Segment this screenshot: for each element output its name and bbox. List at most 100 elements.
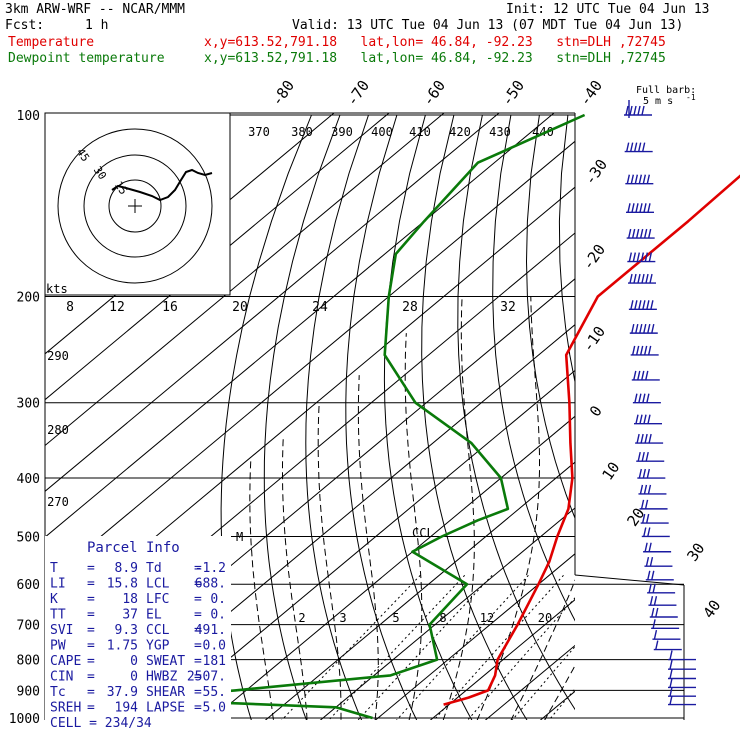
- wind-barb-flag: [640, 499, 645, 510]
- isotherm-line: [429, 599, 575, 720]
- location-dewpoint: x,y=613.52,791.18 lat,lon= 46.84, -92.23…: [204, 51, 666, 66]
- isentrope-label: 280: [47, 423, 69, 437]
- wind-barb-flag: [647, 484, 652, 495]
- wind-barb-flag: [643, 203, 647, 213]
- wind-barb-flag: [635, 323, 639, 334]
- wind-barb-flag: [643, 345, 648, 356]
- pressure-axis: 100 200 300 400 500 600 700 800 900 1000: [9, 109, 40, 727]
- wind-barb-flag: [643, 414, 647, 424]
- wind-barb-flag: [630, 174, 635, 184]
- wind-barb-flag: [647, 414, 651, 424]
- moist-adiabat-line: [442, 296, 475, 720]
- dry-adiabat-line: [653, 115, 740, 731]
- wind-barb-flag: [625, 105, 629, 116]
- pressure-label: 400: [17, 472, 40, 487]
- isotherm-line: [45, 113, 445, 447]
- hodograph-ring: [108, 179, 162, 233]
- parcel-box: [45, 536, 231, 720]
- dry-adiabat-line: [383, 114, 473, 720]
- wind-barb-flag: [641, 142, 646, 152]
- wind-barb-flag: [649, 596, 654, 606]
- moist-adiabats: [249, 296, 575, 720]
- wind-barb-flag: [641, 105, 645, 116]
- parcel-eq: =: [194, 608, 202, 623]
- wind-barb-flag: [647, 203, 651, 213]
- barb-legend-value: 5 m s: [643, 96, 673, 107]
- parcel-value: 9.3: [115, 623, 138, 638]
- wind-barb-flag: [647, 527, 651, 537]
- forecast-label: Fcst:: [5, 18, 45, 33]
- parcel-value: 181: [203, 654, 226, 669]
- parcel-key: LI: [50, 577, 66, 592]
- mixing-ratio-line: [511, 645, 575, 720]
- wind-barb-flag: [643, 228, 648, 239]
- parcel-key: HWBZ: [146, 670, 177, 685]
- isotherm-line: [264, 461, 575, 720]
- forecast-hour: 1 h: [85, 18, 109, 33]
- parcel-eq: =: [194, 577, 202, 592]
- wind-barb-flag: [655, 607, 659, 618]
- wind-barb-flag: [669, 695, 673, 705]
- moist-adiabat-line: [357, 375, 379, 720]
- dry-adiabat-line: [525, 114, 575, 520]
- wind-barb-flag: [641, 370, 645, 381]
- wind-barb-flag: [649, 557, 654, 567]
- parcel-key: SVI: [50, 623, 73, 638]
- pressure-label: 900: [17, 684, 40, 699]
- wind-barb-flag: [637, 142, 642, 152]
- wind-barb-flag: [642, 393, 646, 403]
- wind-barb-flag: [635, 345, 640, 356]
- isotherm-line: [45, 113, 555, 538]
- barb-legend-exponent: -1: [686, 93, 696, 102]
- wind-barb-flag: [631, 345, 636, 356]
- parcel-key: CAPE: [50, 654, 81, 669]
- wind-barb-flag: [643, 323, 647, 334]
- wind-barb-flag: [631, 323, 635, 334]
- hodograph-ring: [83, 154, 187, 258]
- wind-barb-flag: [633, 273, 637, 284]
- hodograph-axis-label: 20: [232, 300, 248, 315]
- wind-barb-flag: [644, 542, 648, 552]
- hodograph-axis-label: 16: [162, 300, 178, 315]
- dry-adiabat-line: [591, 115, 740, 731]
- parcel-value: 55.: [203, 685, 226, 700]
- isotherm-line: [45, 113, 500, 492]
- wind-barb-flag: [647, 323, 651, 334]
- wind-barb-flag: [629, 105, 633, 116]
- mixing-ratio-label: 20: [538, 611, 552, 625]
- parcel-key: T: [50, 561, 58, 576]
- pressure-label: 300: [17, 397, 40, 412]
- dry-adiabat-line: [305, 114, 369, 720]
- hodograph-ring: [57, 128, 213, 284]
- parcel-value: 2507.: [187, 670, 226, 685]
- moist-adiabat-line: [404, 333, 423, 720]
- wind-barb-flag: [638, 174, 643, 184]
- isotherm-label: -10: [579, 323, 609, 356]
- theta-e-label: 380: [291, 125, 313, 139]
- wind-barb-flag: [628, 252, 633, 262]
- isentrope-label: 290: [47, 349, 69, 363]
- mixing-ratio-label: 5: [392, 611, 399, 625]
- hodograph-axis-label: 8: [66, 300, 74, 315]
- mixing-ratio-line: [396, 574, 529, 720]
- moist-adiabat-line: [317, 402, 342, 720]
- parcel-eq: =: [87, 608, 95, 623]
- isotherm-line: [45, 140, 575, 584]
- parcel-value: 1.75: [107, 639, 138, 654]
- wind-barb-flag: [652, 619, 656, 629]
- isotherm-label: -80: [268, 77, 298, 110]
- theta-e-label: 390: [331, 125, 353, 139]
- dry-adiabat-line: [558, 114, 575, 384]
- wind-barb-flag: [629, 273, 633, 284]
- wind-barb-flag: [644, 433, 648, 444]
- parcel-value: 194: [115, 701, 139, 716]
- parcel-eq: =: [194, 623, 202, 638]
- wind-barb-flag: [669, 660, 673, 670]
- header: 3km ARW-WRF -- NCAR/MMM Init: 12 UTC Tue…: [0, 0, 740, 70]
- dry-adiabat-line: [421, 114, 528, 720]
- parcel-value: 37: [122, 608, 138, 623]
- wind-barb-flag: [633, 370, 637, 381]
- hodograph-ring-label: 30: [91, 164, 109, 182]
- wind-barb-flag: [639, 203, 643, 213]
